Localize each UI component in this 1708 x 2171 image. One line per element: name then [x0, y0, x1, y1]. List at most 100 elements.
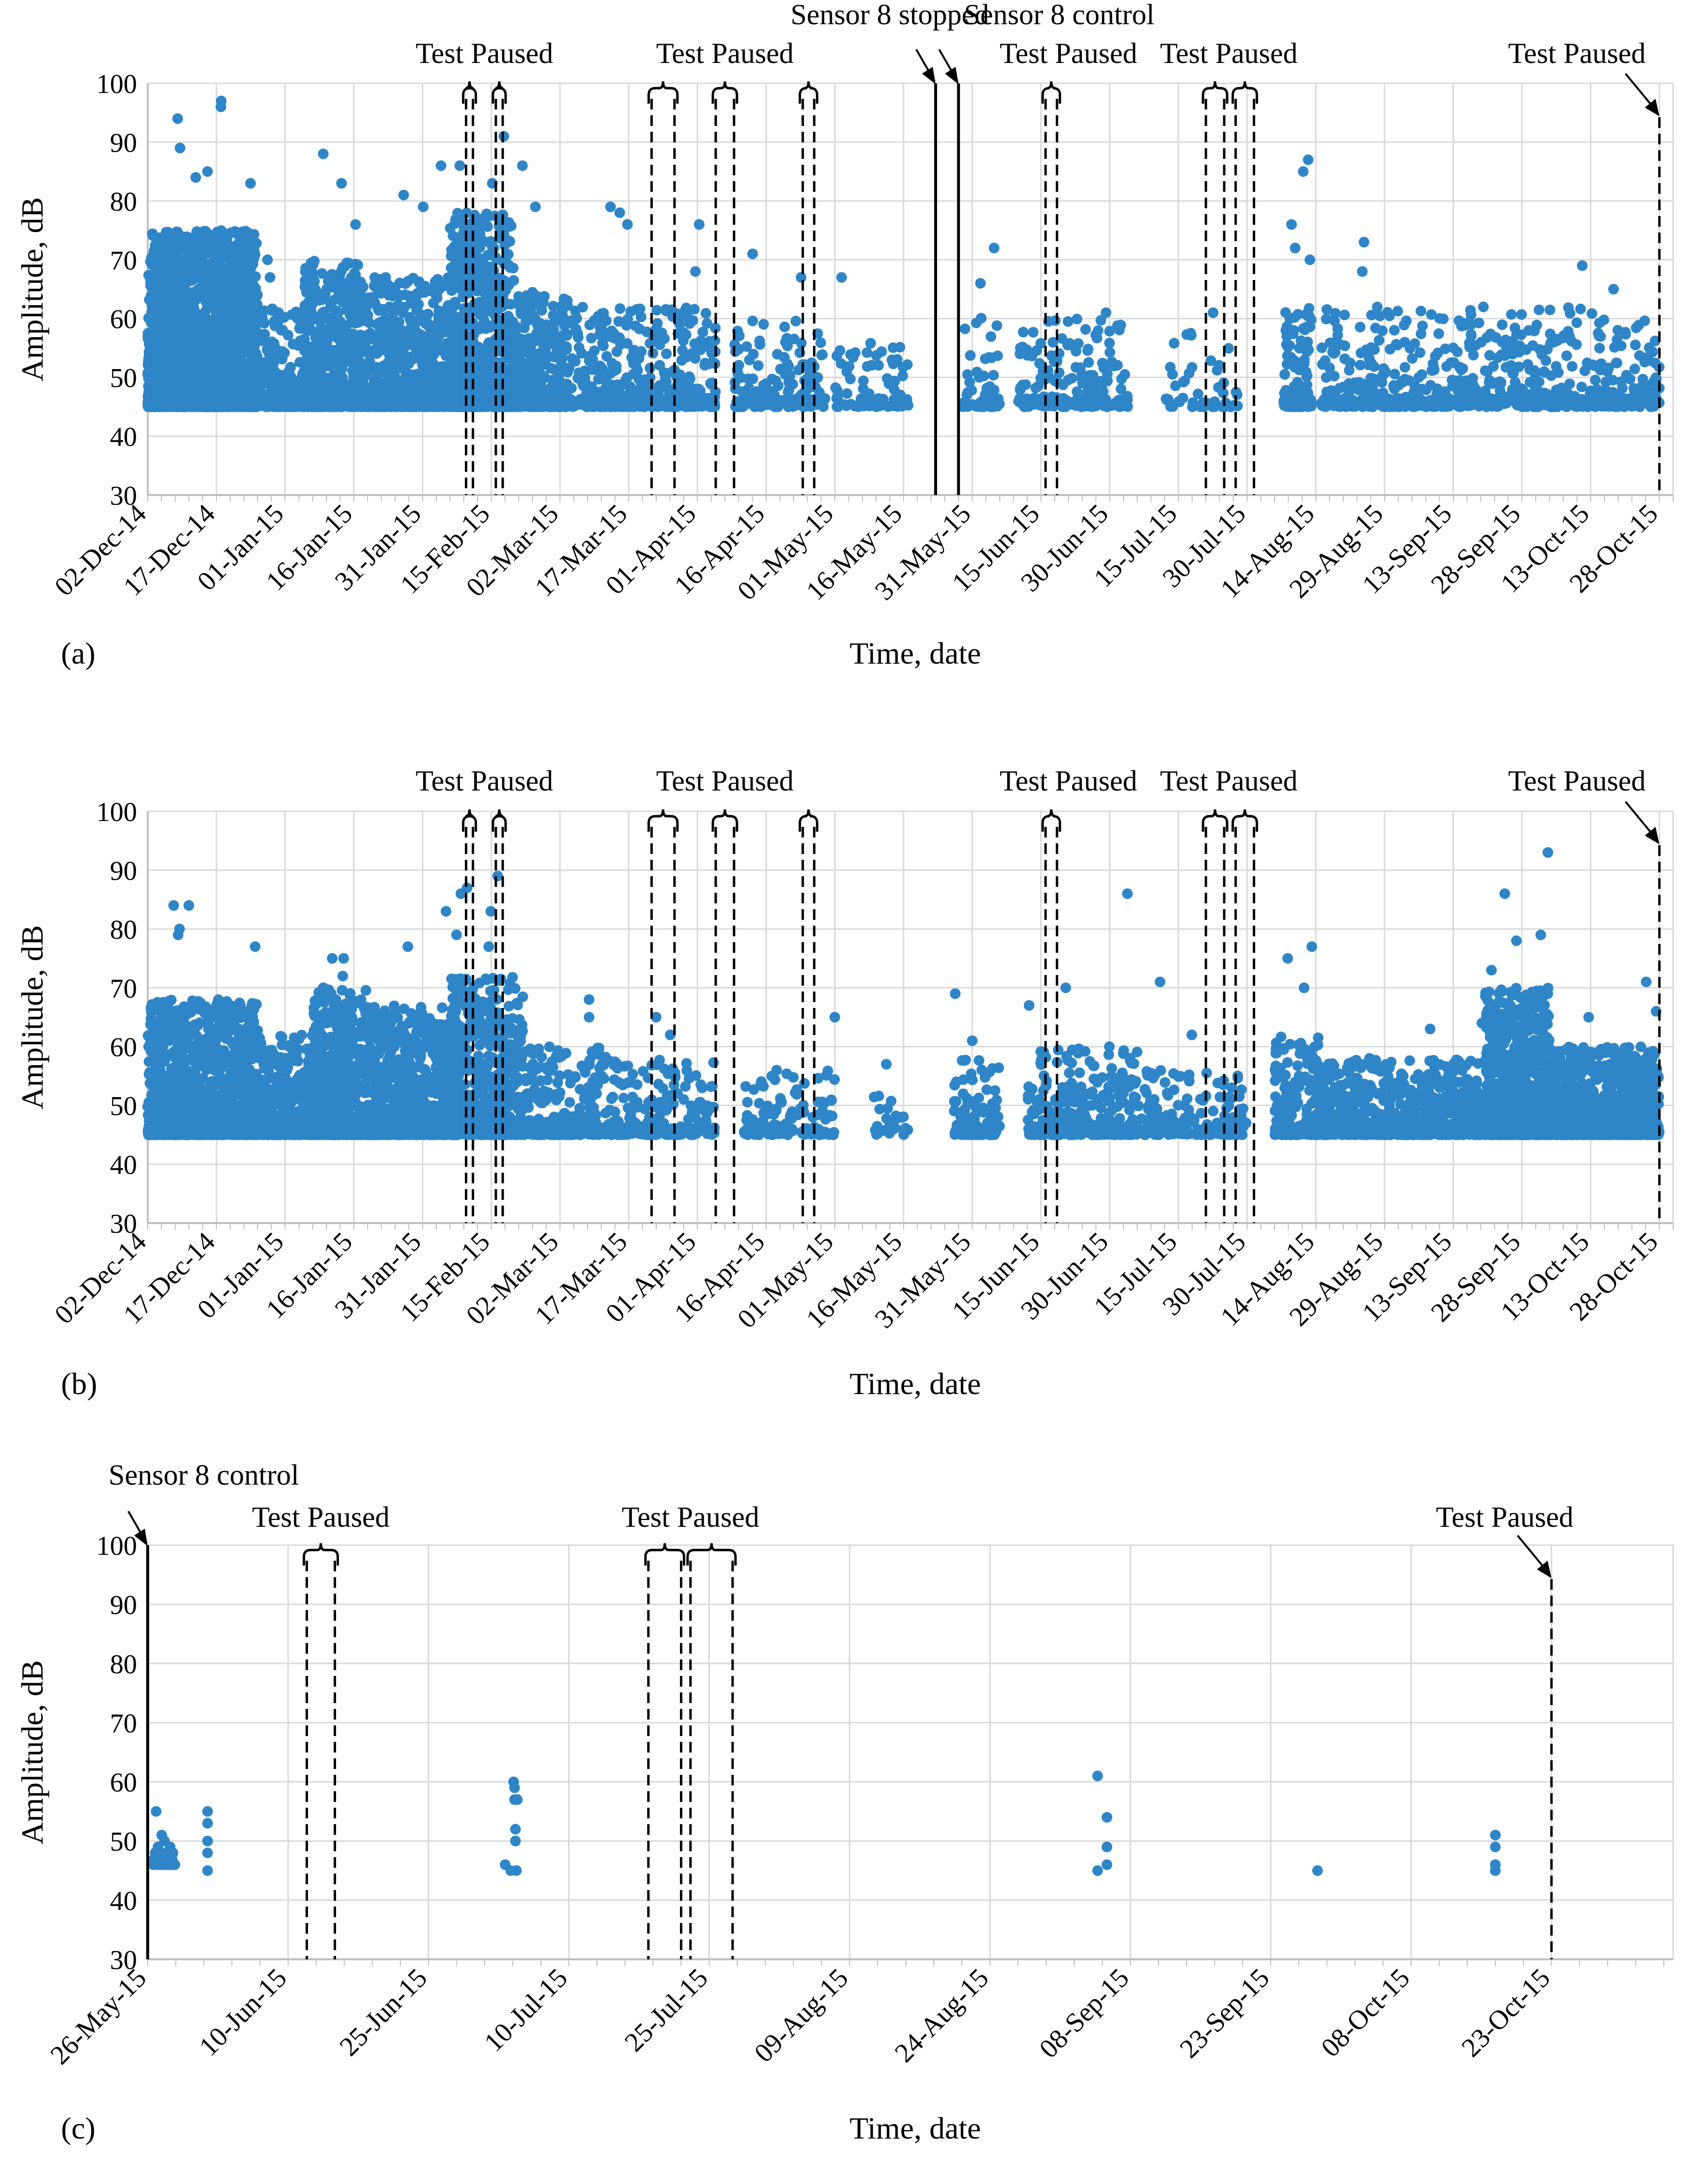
data-point	[381, 312, 392, 324]
data-point	[406, 291, 417, 302]
data-point	[365, 327, 376, 339]
data-point	[350, 219, 361, 230]
data-point	[227, 330, 238, 341]
data-point	[336, 178, 347, 189]
data-point	[314, 395, 325, 406]
data-point	[329, 355, 340, 366]
data-point	[417, 202, 429, 212]
data-point	[345, 348, 356, 359]
data-point	[359, 339, 370, 350]
data-point	[183, 246, 194, 257]
data-point	[407, 340, 418, 351]
data-point	[426, 336, 437, 347]
data-point	[333, 374, 344, 385]
data-point	[371, 337, 383, 348]
data-point	[435, 160, 446, 171]
data-point	[503, 249, 514, 260]
data-point	[152, 235, 163, 247]
data-point	[219, 296, 230, 307]
data-point	[209, 336, 220, 347]
data-point	[270, 315, 281, 326]
data-point	[262, 254, 273, 265]
data-point	[205, 355, 216, 366]
data-point	[318, 307, 329, 318]
data-point	[342, 301, 353, 312]
data-point	[177, 306, 188, 317]
data-point	[422, 394, 433, 405]
data-point	[369, 377, 380, 388]
data-point	[267, 303, 278, 314]
data-point	[365, 401, 376, 412]
y-tick-label: 40	[110, 422, 137, 452]
data-point	[212, 243, 223, 254]
data-point	[242, 279, 253, 290]
data-point	[245, 178, 256, 189]
data-point	[143, 332, 154, 343]
data-point	[151, 309, 162, 320]
data-point	[381, 331, 392, 342]
data-point	[186, 376, 198, 387]
data-point	[221, 235, 232, 246]
data-point	[160, 345, 171, 357]
data-point	[159, 256, 170, 267]
data-point	[181, 397, 192, 408]
data-point	[165, 313, 176, 324]
data-point	[381, 377, 392, 388]
data-point	[414, 278, 425, 289]
data-point	[162, 302, 173, 313]
data-point	[302, 401, 313, 412]
data-point	[199, 235, 210, 247]
data-point	[415, 383, 426, 394]
data-point	[202, 166, 213, 177]
y-tick-label: 30	[110, 481, 137, 511]
data-point	[165, 293, 176, 304]
data-point	[236, 396, 247, 407]
data-point	[255, 368, 266, 379]
data-point	[285, 372, 296, 384]
data-point	[303, 318, 314, 329]
data-point	[147, 399, 158, 410]
data-point	[403, 353, 414, 364]
data-point	[366, 292, 377, 303]
data-point	[161, 367, 172, 378]
data-point	[300, 263, 311, 274]
data-point	[360, 370, 371, 381]
vertical-gridlines	[147, 83, 1674, 495]
data-point	[318, 148, 329, 159]
data-point	[206, 272, 217, 283]
data-point	[243, 294, 254, 305]
data-point	[313, 347, 324, 358]
data-point	[320, 372, 331, 383]
data-point	[259, 329, 270, 340]
data-point	[316, 268, 327, 279]
data-point	[198, 326, 209, 338]
data-point	[209, 230, 220, 241]
data-point	[172, 113, 183, 124]
data-point	[231, 226, 242, 237]
data-point	[355, 300, 367, 311]
x-minor-ticks	[147, 495, 1674, 502]
data-point	[196, 352, 207, 363]
data-point	[430, 288, 441, 299]
data-point	[362, 310, 373, 321]
data-point	[394, 291, 405, 302]
data-point	[419, 287, 430, 298]
data-point	[199, 400, 210, 411]
y-tick-label: 60	[110, 305, 137, 335]
data-point	[208, 253, 219, 264]
data-point	[188, 232, 200, 243]
data-point	[161, 323, 172, 334]
data-point	[417, 342, 429, 354]
data-point	[164, 246, 175, 257]
data-point	[208, 286, 219, 297]
data-point	[446, 285, 457, 296]
data-point	[219, 279, 230, 290]
y-tick-label: 50	[110, 363, 137, 393]
data-point	[433, 305, 445, 316]
data-point	[143, 270, 154, 281]
data-point	[180, 318, 191, 329]
data-point	[400, 399, 411, 410]
data-point	[398, 189, 409, 201]
x-axis-title: Time, date	[849, 636, 981, 670]
